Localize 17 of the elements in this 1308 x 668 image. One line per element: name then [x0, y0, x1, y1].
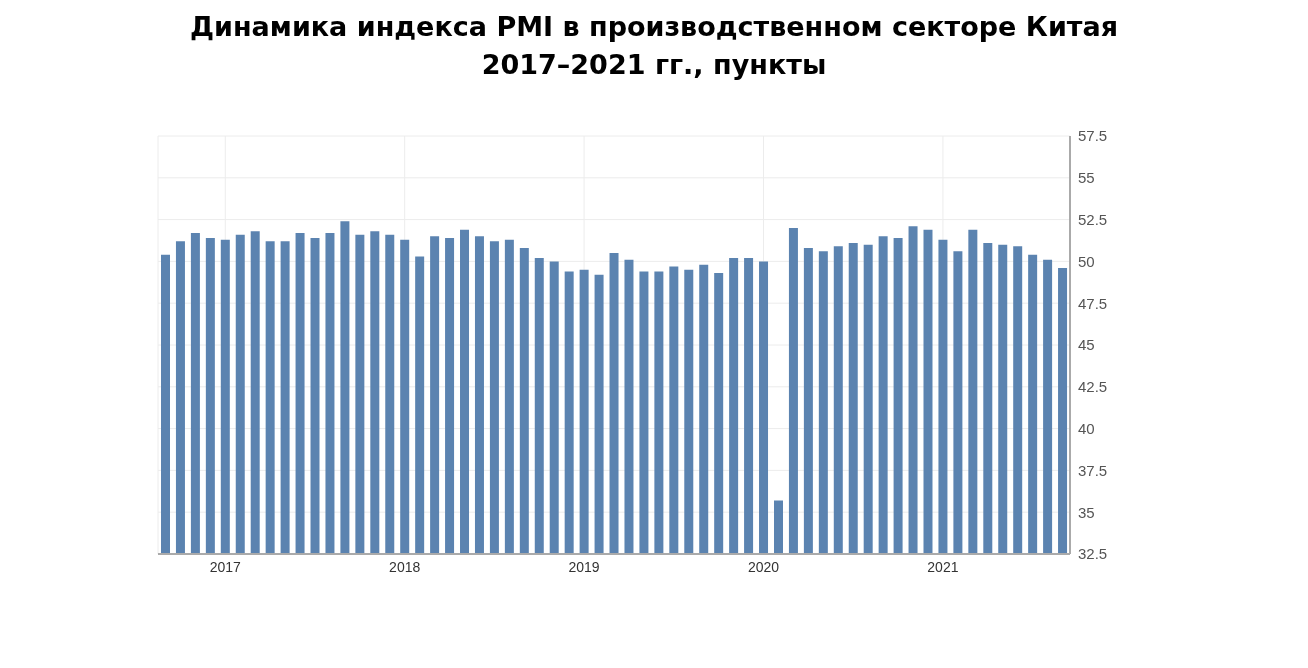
- y-tick-label: 50: [1078, 252, 1095, 270]
- x-tick-label: 2018: [389, 558, 421, 575]
- y-tick-label: 35: [1078, 503, 1095, 521]
- y-tick-label: 52.5: [1078, 210, 1108, 228]
- x-tick-label: 2021: [927, 558, 959, 575]
- y-tick-label: 55: [1078, 169, 1095, 187]
- y-tick-label: 37.5: [1078, 461, 1108, 479]
- y-tick-label: 42.5: [1078, 378, 1108, 396]
- y-tick-label: 57.5: [1078, 127, 1108, 145]
- y-tick-label: 47.5: [1078, 294, 1108, 312]
- x-tick-label: 2017: [209, 558, 242, 575]
- y-tick-label: 45: [1078, 336, 1095, 354]
- x-tick-label: 2020: [747, 558, 780, 575]
- chart-title: Динамика индекса PMI в производственном секторе Китая 2017–2021 гг., пункты: [188, 10, 1119, 82]
- x-tick-label: 2019: [568, 558, 600, 575]
- y-tick-label: 40: [1078, 419, 1095, 437]
- y-tick-label: 32.5: [1078, 545, 1108, 563]
